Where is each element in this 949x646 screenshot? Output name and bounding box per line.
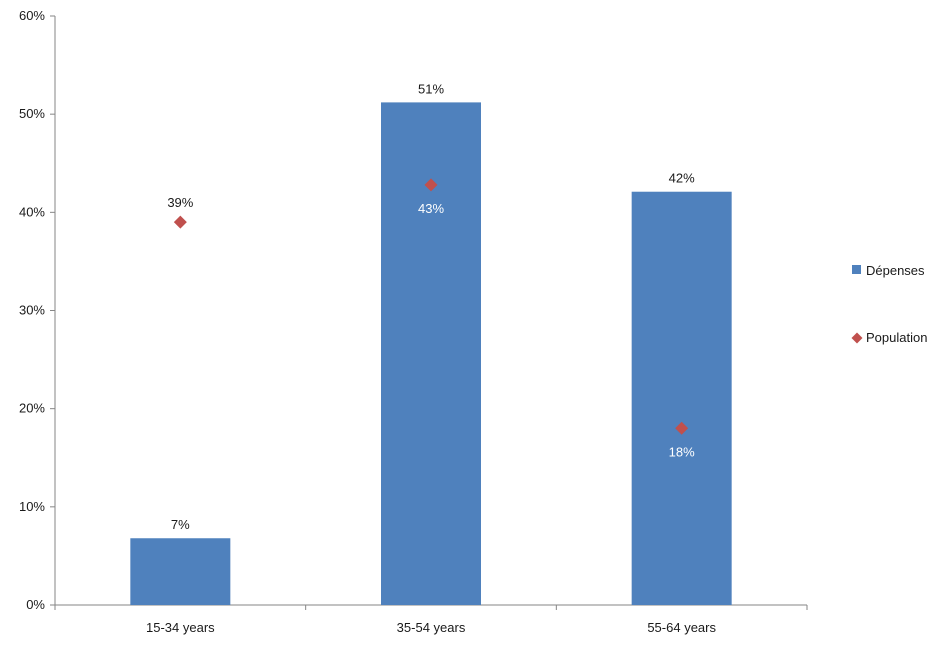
depenses-data-label: 7% — [171, 517, 190, 532]
depenses-bar — [381, 102, 481, 606]
population-data-label: 39% — [167, 195, 193, 210]
y-tick-label: 40% — [19, 204, 45, 219]
population-marker — [173, 215, 187, 229]
population-markers: 39% 43% 18% — [167, 178, 695, 459]
depenses-data-label: 51% — [418, 81, 444, 96]
y-axis: 0% 10% 20% 30% 40% 50% 60% — [19, 8, 56, 612]
depenses-bar — [130, 538, 231, 605]
legend-label-population: Population — [866, 330, 927, 345]
x-tick-label: 15-34 years — [146, 620, 215, 635]
depenses-bar — [631, 191, 732, 606]
legend-label-depenses: Dépenses — [866, 263, 925, 278]
legend-swatch-depenses — [852, 265, 861, 274]
y-tick-label: 20% — [19, 401, 45, 416]
depenses-bars: 7% 51% 42% — [130, 81, 732, 606]
population-data-label: 18% — [669, 444, 695, 459]
population-data-label: 43% — [418, 201, 444, 216]
y-tick-label: 0% — [26, 597, 45, 612]
depenses-data-label: 42% — [669, 171, 695, 186]
population-marker — [675, 421, 689, 435]
x-tick-label: 35-54 years — [397, 620, 466, 635]
y-tick-label: 10% — [19, 499, 45, 514]
legend-swatch-population — [851, 332, 863, 344]
x-axis: 15-34 years 35-54 years 55-64 years — [54, 604, 808, 635]
y-tick-label: 30% — [19, 303, 45, 318]
y-tick-label: 50% — [19, 106, 45, 121]
population-marker — [424, 178, 438, 192]
x-tick-label: 55-64 years — [647, 620, 716, 635]
y-tick-label: 60% — [19, 8, 45, 23]
legend[interactable]: Dépenses Population — [851, 263, 928, 345]
